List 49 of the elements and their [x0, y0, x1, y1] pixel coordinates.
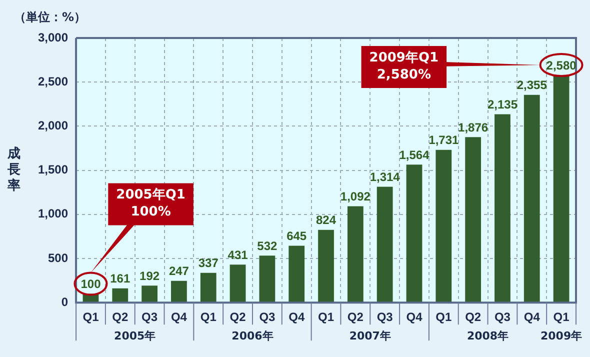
data-label: 1,092	[340, 190, 371, 204]
data-label: 100	[80, 277, 102, 292]
x-tick-label: Q4	[170, 310, 188, 324]
x-tick-label: Q4	[524, 310, 540, 324]
data-label: 2,355	[516, 78, 548, 92]
x-tick-label: Q2	[230, 310, 246, 324]
y-tick-label: 2,000	[38, 118, 68, 133]
annotation: 2005年Q1 100%	[116, 188, 186, 220]
data-label: 247	[168, 264, 190, 278]
data-label: 645	[286, 229, 307, 244]
x-tick-label: Q1	[553, 310, 570, 324]
x-tick-label: Q4	[288, 310, 305, 324]
y-tick-label: 1,000	[38, 206, 68, 221]
data-label: 337	[198, 256, 219, 270]
data-label: 1,564	[399, 148, 430, 162]
x-tick-label: Q1	[436, 310, 452, 324]
x-tick-label: Q4	[406, 310, 423, 324]
data-label: 1,314	[370, 170, 400, 184]
x-tick-label: Q3	[494, 310, 511, 324]
x-tick-label: Q3	[376, 310, 394, 324]
x-tick-label: Q3	[259, 310, 276, 324]
annotation: 2009年Q1 2,580%	[369, 50, 439, 82]
x-tick-label: Q1	[318, 310, 334, 324]
x-tick-label: Q3	[142, 310, 158, 324]
y-tick-label: 1,500	[38, 162, 68, 177]
y-axis-title: 成長率	[6, 146, 20, 194]
x-tick-label: Q1	[200, 310, 217, 324]
data-label: 532	[257, 238, 278, 253]
data-label: 161	[110, 272, 130, 286]
x-tick-label: Q2	[347, 310, 364, 324]
x-tick-label: Q1	[82, 310, 100, 324]
text: 2009年	[540, 329, 582, 342]
y-tick-label: 3,000	[38, 30, 68, 44]
data-label: 192	[140, 268, 160, 283]
text: 2006年	[232, 329, 274, 342]
data-label: 824	[316, 213, 336, 228]
y-tick-label: 0	[61, 294, 68, 309]
text: （単位：%）	[14, 10, 86, 24]
data-label: 1,731	[428, 133, 459, 148]
text: 2008年	[466, 329, 509, 342]
y-tick-label: 500	[48, 250, 68, 265]
text: 2005年	[114, 329, 156, 342]
y-tick-label: 2,500	[38, 74, 68, 88]
x-tick-label: Q2	[112, 310, 128, 324]
data-label: 1,876	[458, 120, 488, 134]
text: 2007年	[349, 329, 391, 342]
data-label: 2,135	[487, 98, 518, 112]
x-tick-label: Q2	[465, 310, 482, 324]
data-label: 431	[228, 248, 248, 262]
